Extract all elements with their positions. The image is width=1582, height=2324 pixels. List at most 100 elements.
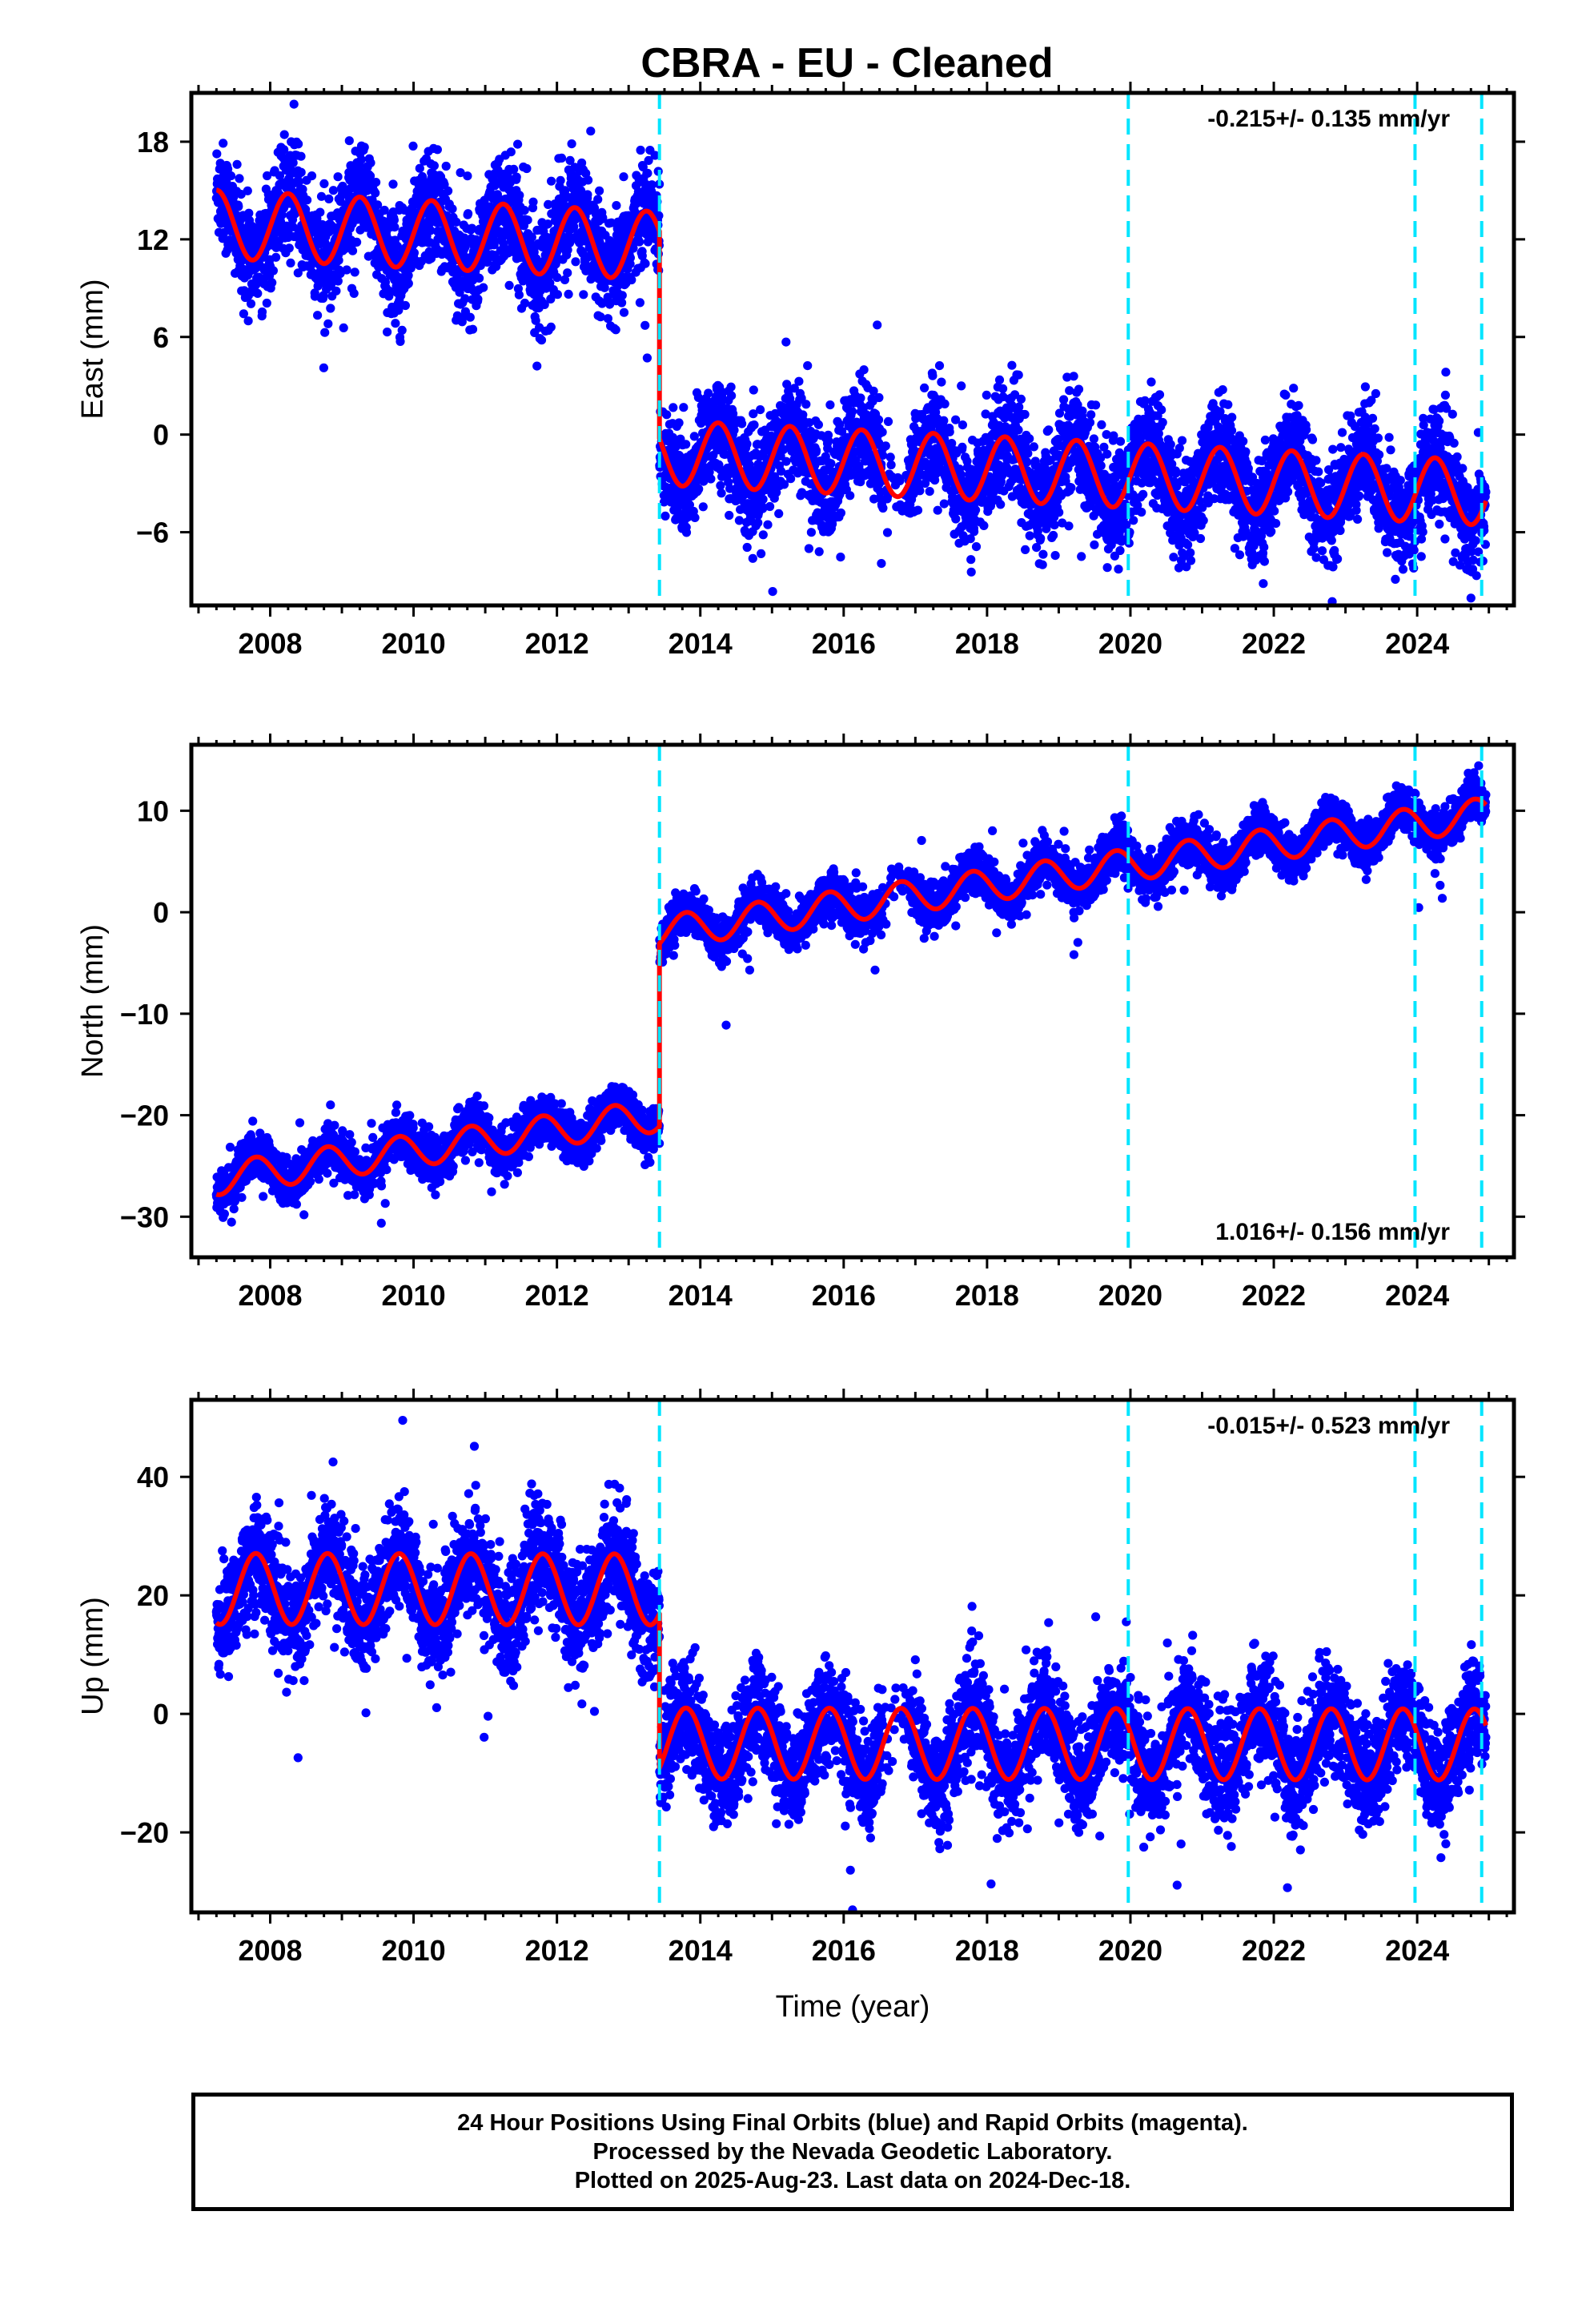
data-point	[560, 275, 570, 284]
data-point	[514, 290, 524, 300]
data-point	[1022, 457, 1032, 467]
data-point	[552, 272, 562, 283]
data-point	[742, 542, 752, 553]
data-point	[717, 489, 726, 498]
data-point	[690, 513, 700, 523]
data-point	[758, 530, 768, 540]
data-point	[635, 298, 645, 308]
data-point	[1021, 545, 1030, 555]
data-point	[584, 175, 593, 185]
data-point	[811, 445, 821, 456]
data-point	[349, 288, 359, 298]
data-point	[279, 130, 289, 139]
data-point	[1171, 468, 1181, 478]
data-point	[635, 237, 644, 247]
data-point	[716, 480, 725, 491]
data-point	[581, 168, 591, 179]
data-point	[1137, 507, 1146, 517]
data-point	[874, 392, 884, 403]
data-point	[1174, 444, 1184, 453]
data-point	[765, 501, 775, 512]
data-point	[1186, 548, 1195, 557]
data-point	[467, 223, 477, 233]
data-point	[825, 400, 835, 410]
data-point	[939, 499, 949, 509]
data-point	[640, 320, 650, 330]
data-point	[432, 145, 443, 155]
data-point	[296, 167, 306, 177]
data-point	[694, 485, 704, 494]
data-point	[366, 158, 375, 167]
data-point	[1157, 405, 1166, 415]
data-point	[313, 311, 323, 320]
data-point	[836, 508, 845, 518]
data-point	[940, 399, 950, 408]
data-point	[234, 202, 243, 211]
data-point	[556, 175, 565, 185]
data-point	[344, 136, 354, 146]
data-point	[359, 143, 369, 152]
data-point	[726, 382, 736, 392]
data-point	[520, 206, 529, 215]
data-point	[383, 328, 392, 337]
data-point	[885, 452, 895, 462]
data-point	[928, 371, 938, 380]
data-point	[379, 205, 389, 215]
data-point	[794, 376, 804, 386]
data-point	[679, 403, 689, 412]
data-point	[456, 168, 465, 178]
data-point	[1097, 420, 1106, 430]
data-point	[275, 171, 285, 180]
data-point	[595, 238, 604, 247]
data-point	[545, 278, 555, 287]
data-point	[271, 252, 281, 262]
data-point	[540, 300, 549, 309]
data-point	[1077, 552, 1086, 561]
data-point	[356, 155, 366, 164]
data-point	[878, 503, 888, 513]
data-point	[1086, 410, 1096, 420]
data-point	[1074, 384, 1084, 394]
data-point	[326, 304, 335, 313]
data-point	[873, 415, 884, 424]
data-point	[243, 186, 252, 195]
data-point	[1064, 521, 1074, 531]
data-point	[970, 618, 979, 627]
data-point	[681, 528, 692, 537]
data-point	[239, 309, 248, 319]
data-point	[460, 294, 470, 304]
data-point	[1199, 516, 1208, 525]
data-point	[727, 391, 737, 400]
plot-area	[211, 99, 1491, 627]
data-point	[536, 336, 547, 345]
data-point	[1020, 409, 1030, 420]
data-point	[527, 232, 536, 242]
data-point	[396, 336, 405, 346]
data-point	[966, 555, 976, 565]
data-point	[1166, 440, 1175, 449]
data-point	[704, 388, 713, 398]
data-point	[400, 300, 410, 311]
data-point	[257, 307, 267, 317]
data-point	[617, 298, 627, 308]
data-point	[598, 213, 608, 223]
data-point	[612, 201, 621, 211]
data-point	[571, 257, 580, 267]
data-point	[388, 179, 398, 189]
data-point	[619, 308, 629, 317]
data-point	[1014, 370, 1023, 380]
data-point	[406, 261, 416, 271]
data-point	[444, 186, 453, 195]
data-point	[1146, 377, 1156, 387]
east-panel: 2008 2010 2012 2014 2016 2018 2020 2022 2024−606…	[76, 82, 1525, 660]
data-point	[244, 208, 254, 218]
data-point	[756, 405, 765, 415]
data-point	[632, 199, 642, 208]
data-point	[463, 171, 472, 181]
data-point	[848, 407, 857, 416]
data-point	[1025, 434, 1034, 444]
data-point	[323, 319, 333, 328]
data-point	[603, 314, 613, 324]
data-point	[390, 223, 400, 232]
data-point	[619, 172, 628, 182]
